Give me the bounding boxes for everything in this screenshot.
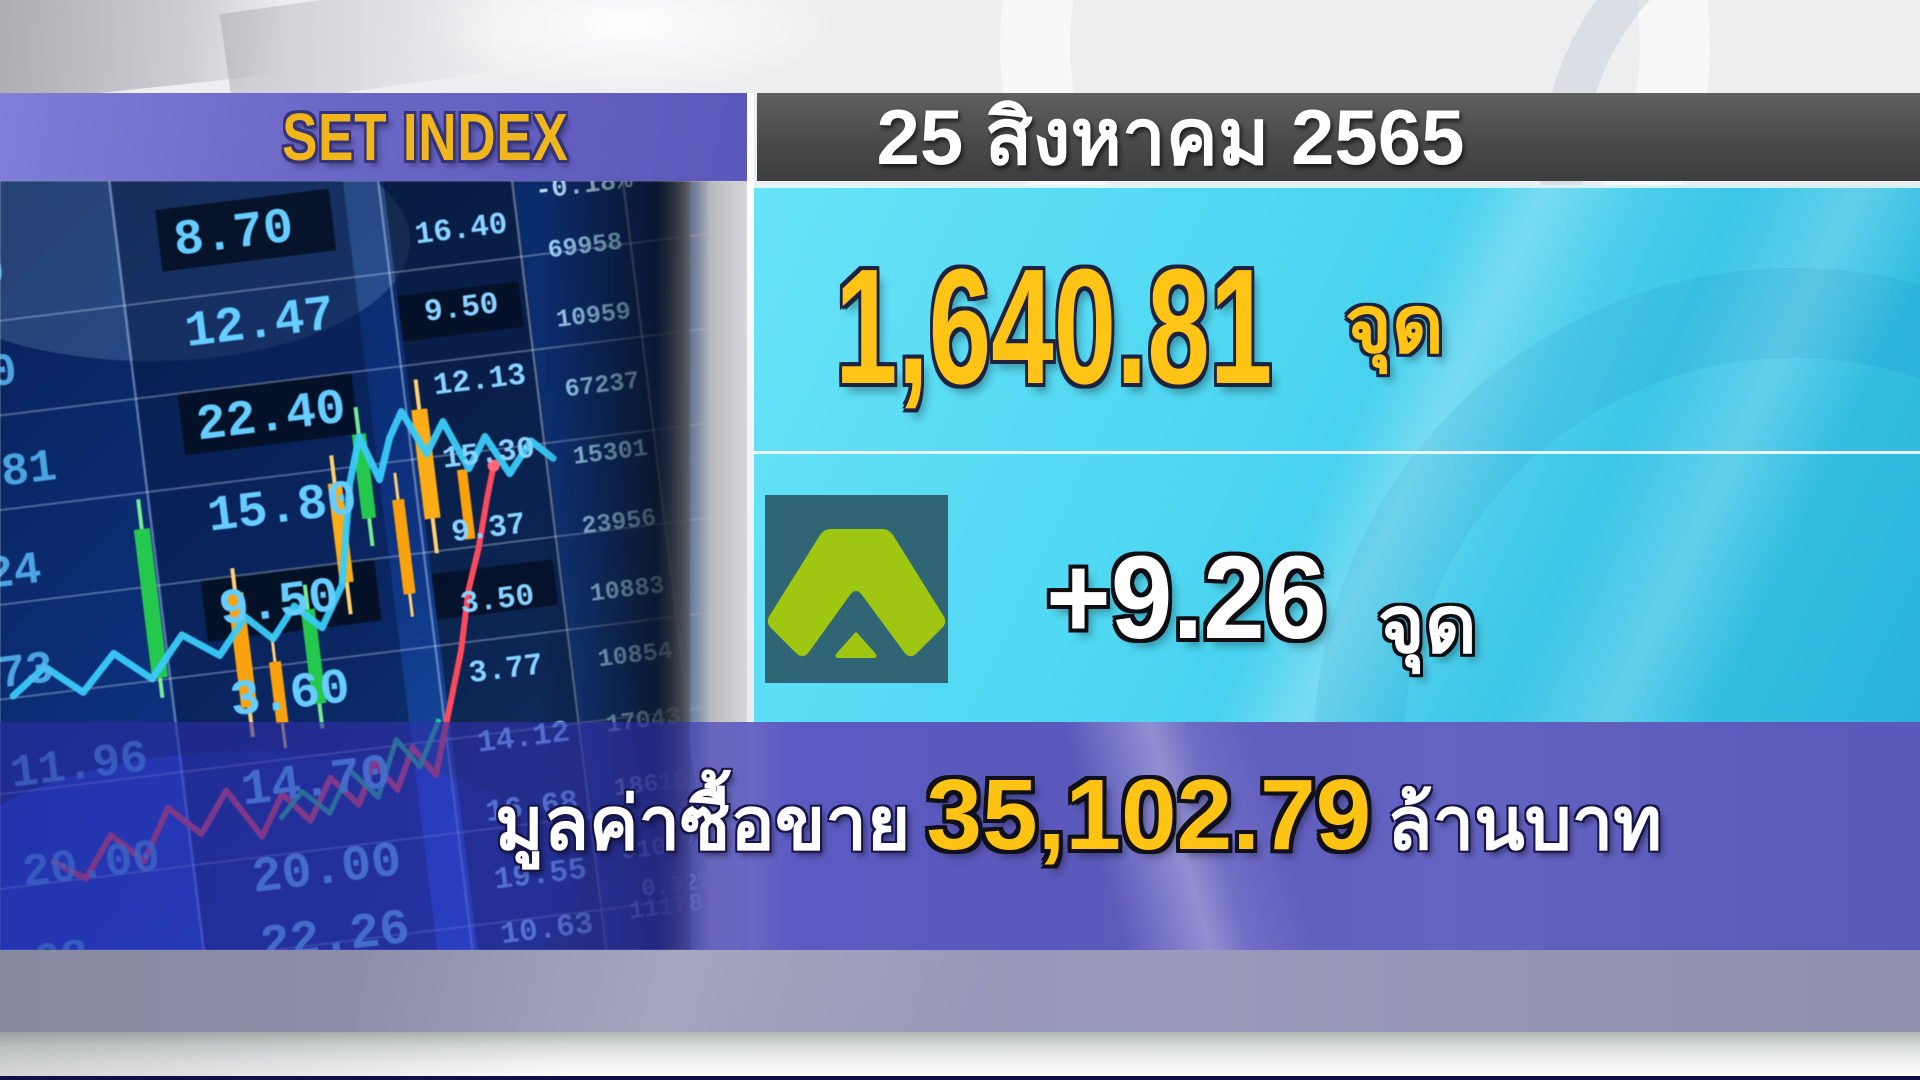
index-value: 1,640.81 <box>835 235 1273 418</box>
bottom-edge-line <box>0 1076 1920 1080</box>
line-tip-dot <box>487 459 500 472</box>
ticker-value: 60 <box>0 345 20 403</box>
ticker-value: .81 <box>0 441 60 503</box>
trading-value-amount: 35,102.79 <box>926 759 1372 871</box>
page-title: SET INDEX <box>282 99 569 175</box>
date-label: 25 สิงหาคม 2565 <box>876 93 1465 181</box>
change-unit: จุด <box>1378 580 1477 669</box>
deco-white-highlight <box>420 0 840 95</box>
chevron-up-icon <box>767 529 946 658</box>
index-value-unit: จุด <box>1345 280 1444 369</box>
change-value: +9.26 <box>1046 532 1327 664</box>
change-direction-badge <box>765 495 948 683</box>
candlesticks <box>133 379 476 749</box>
trading-value-label: มูลค่าซื้อขาย <box>495 782 911 865</box>
panel-divider <box>754 451 1920 454</box>
trading-value-unit: ล้านบาท <box>1387 782 1663 865</box>
lower-silver-band <box>0 1032 1920 1076</box>
ticker-value: 40 <box>0 246 8 304</box>
trading-value-banner: มูลค่าซื้อขาย 35,102.79 ล้านบาท <box>0 722 1920 950</box>
panel-edge-strip <box>747 93 754 722</box>
deco-banner-swoosh <box>980 722 1400 950</box>
date-banner: 25 สิงหาคม 2565 <box>757 93 1920 181</box>
blue-price-line <box>9 408 557 700</box>
ticker-value: 73 <box>0 643 57 701</box>
index-panel: 1,640.81 จุด +9.26 จุด <box>754 185 1920 722</box>
title-banner: SET INDEX <box>0 93 747 181</box>
trading-value-row: มูลค่าซื้อขาย 35,102.79 ล้านบาท <box>495 758 1662 882</box>
ticker-value: 24 <box>0 544 44 602</box>
lower-muted-band <box>0 950 1920 1032</box>
